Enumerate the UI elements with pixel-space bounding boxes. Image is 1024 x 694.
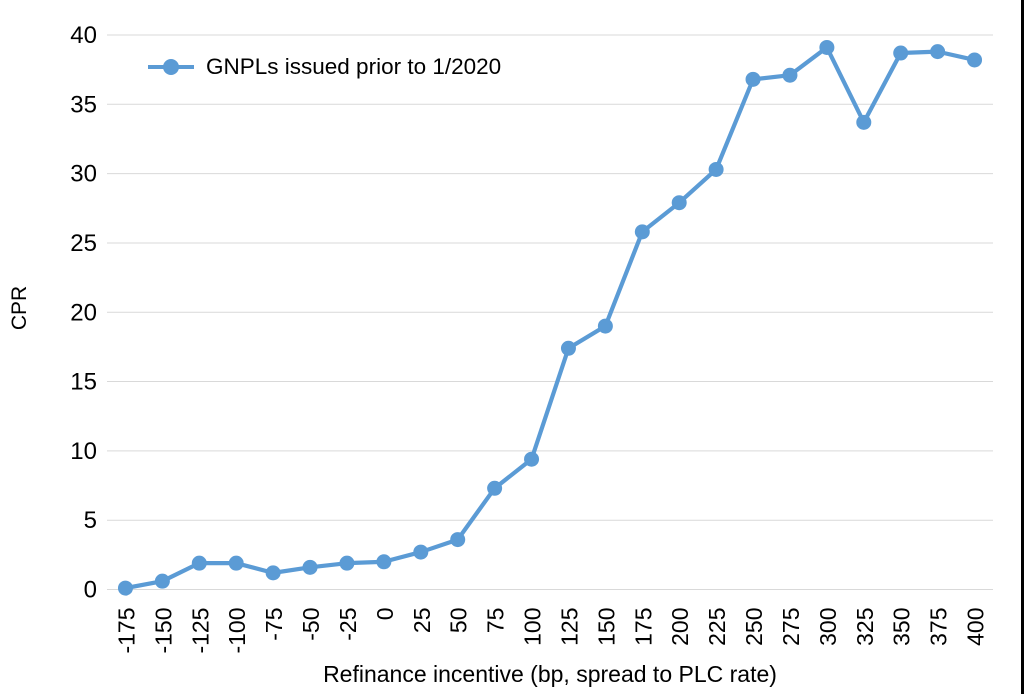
svg-text:-100: -100 [224, 608, 250, 654]
svg-text:125: 125 [556, 608, 582, 646]
svg-text:100: 100 [520, 608, 546, 646]
svg-text:-75: -75 [261, 608, 287, 641]
svg-text:-25: -25 [335, 608, 361, 641]
svg-text:25: 25 [70, 230, 97, 257]
svg-text:75: 75 [483, 608, 509, 634]
svg-text:5: 5 [84, 507, 97, 534]
svg-text:300: 300 [815, 608, 841, 646]
svg-text:175: 175 [630, 608, 656, 646]
svg-text:20: 20 [70, 299, 97, 326]
svg-text:350: 350 [889, 608, 915, 646]
svg-text:-125: -125 [187, 608, 213, 654]
svg-text:-50: -50 [298, 608, 324, 641]
svg-text:-150: -150 [150, 608, 176, 654]
svg-text:150: 150 [593, 608, 619, 646]
svg-text:30: 30 [70, 161, 97, 188]
svg-text:35: 35 [70, 91, 97, 118]
svg-text:200: 200 [667, 608, 693, 646]
svg-text:40: 40 [70, 22, 97, 49]
svg-text:25: 25 [409, 608, 435, 634]
svg-text:10: 10 [70, 438, 97, 465]
svg-text:50: 50 [446, 608, 472, 634]
svg-text:-175: -175 [113, 608, 139, 654]
svg-text:0: 0 [84, 577, 97, 604]
svg-text:275: 275 [778, 608, 804, 646]
svg-text:375: 375 [926, 608, 952, 646]
svg-text:325: 325 [852, 608, 878, 646]
svg-text:250: 250 [741, 608, 767, 646]
svg-text:225: 225 [704, 608, 730, 646]
svg-text:400: 400 [963, 608, 989, 646]
svg-text:0: 0 [372, 608, 398, 621]
svg-text:15: 15 [70, 369, 97, 396]
